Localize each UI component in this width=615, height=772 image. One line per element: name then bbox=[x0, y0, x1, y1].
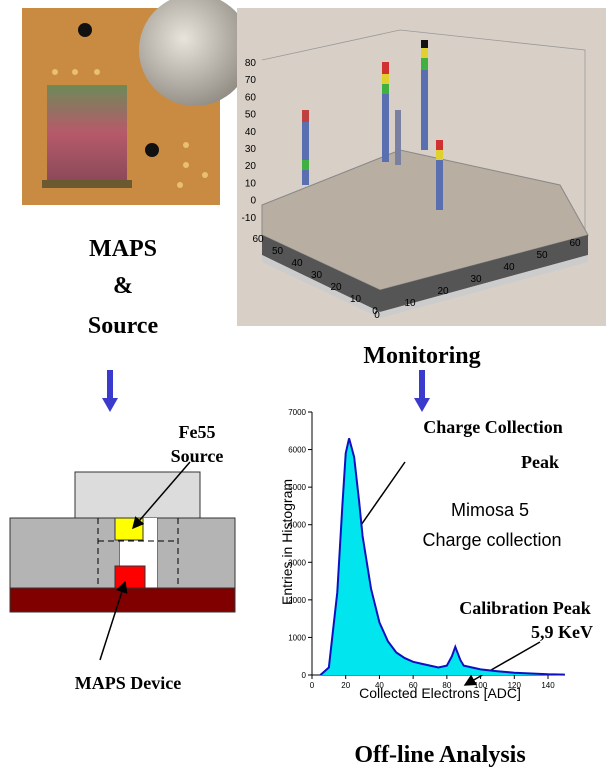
z-tick-label: 80 bbox=[245, 58, 257, 69]
label: Source bbox=[171, 446, 224, 466]
depth-tick-label: 60 bbox=[252, 234, 264, 245]
y-tick-label: 6000 bbox=[288, 446, 306, 455]
label: MAPS Device bbox=[75, 673, 181, 693]
y-tick-label: 3000 bbox=[288, 558, 306, 567]
legend-text: Mimosa 5 bbox=[451, 500, 529, 520]
front-tick-label: 0 bbox=[374, 310, 380, 321]
x-tick-label: 100 bbox=[474, 681, 488, 690]
x-tick-label: 60 bbox=[409, 681, 418, 690]
x-tick-label: 0 bbox=[310, 681, 315, 690]
depth-tick-label: 40 bbox=[291, 258, 303, 269]
front-tick-label: 60 bbox=[569, 238, 581, 249]
x-tick-label: 80 bbox=[442, 681, 451, 690]
caption: Monitoring bbox=[363, 343, 480, 369]
histogram-area bbox=[320, 438, 564, 675]
y-tick-label: 7000 bbox=[288, 408, 306, 417]
x-tick-label: 140 bbox=[541, 681, 555, 690]
z-tick-label: 70 bbox=[245, 75, 257, 86]
calibration-arrow bbox=[465, 642, 540, 685]
z-tick-label: 50 bbox=[245, 110, 257, 121]
z-tick-label: 0 bbox=[250, 196, 256, 207]
y-tick-label: 2000 bbox=[288, 596, 306, 605]
x-tick-label: 40 bbox=[375, 681, 384, 690]
flow-arrows bbox=[102, 370, 430, 412]
slide: MAPS & Source Monitoring Fe55 Source MAP… bbox=[0, 0, 615, 772]
photo bbox=[22, 0, 251, 205]
y-tick-label: 5000 bbox=[288, 483, 306, 492]
caption: Source bbox=[88, 313, 159, 339]
annotation: Charge Collection bbox=[423, 417, 562, 437]
y-axis-label: Entries in Histogram bbox=[279, 479, 295, 605]
y-tick-label: 1000 bbox=[288, 633, 306, 642]
z-tick-label: 60 bbox=[245, 92, 257, 103]
x-tick-label: 20 bbox=[341, 681, 350, 690]
caption: Off-line Analysis bbox=[354, 742, 525, 768]
front-tick-label: 30 bbox=[470, 274, 482, 285]
schematic bbox=[10, 462, 235, 660]
caption: MAPS bbox=[89, 236, 157, 262]
z-tick-label: -10 bbox=[242, 213, 257, 224]
z-tick-label: 30 bbox=[245, 144, 257, 155]
depth-tick-label: 50 bbox=[272, 246, 284, 257]
depth-tick-label: 30 bbox=[311, 270, 323, 281]
front-tick-label: 40 bbox=[503, 262, 515, 273]
legend-text: Charge collection bbox=[422, 530, 561, 550]
y-tick-label: 4000 bbox=[288, 521, 306, 530]
annotation: Peak bbox=[521, 452, 559, 472]
x-tick-label: 120 bbox=[508, 681, 522, 690]
caption: & bbox=[113, 273, 133, 299]
front-tick-label: 20 bbox=[437, 286, 449, 297]
front-tick-label: 50 bbox=[536, 250, 548, 261]
z-tick-label: 40 bbox=[245, 127, 257, 138]
z-tick-label: 20 bbox=[245, 161, 257, 172]
annotation: Calibration Peak bbox=[459, 598, 591, 618]
front-tick-label: 10 bbox=[404, 298, 416, 309]
label: Fe55 bbox=[179, 422, 216, 442]
z-tick-label: 10 bbox=[245, 178, 257, 189]
y-tick-label: 0 bbox=[302, 671, 307, 680]
annotation: 5,9 KeV bbox=[531, 622, 593, 642]
monitoring-plot bbox=[237, 8, 606, 326]
depth-tick-label: 10 bbox=[350, 294, 362, 305]
depth-tick-label: 20 bbox=[330, 282, 342, 293]
